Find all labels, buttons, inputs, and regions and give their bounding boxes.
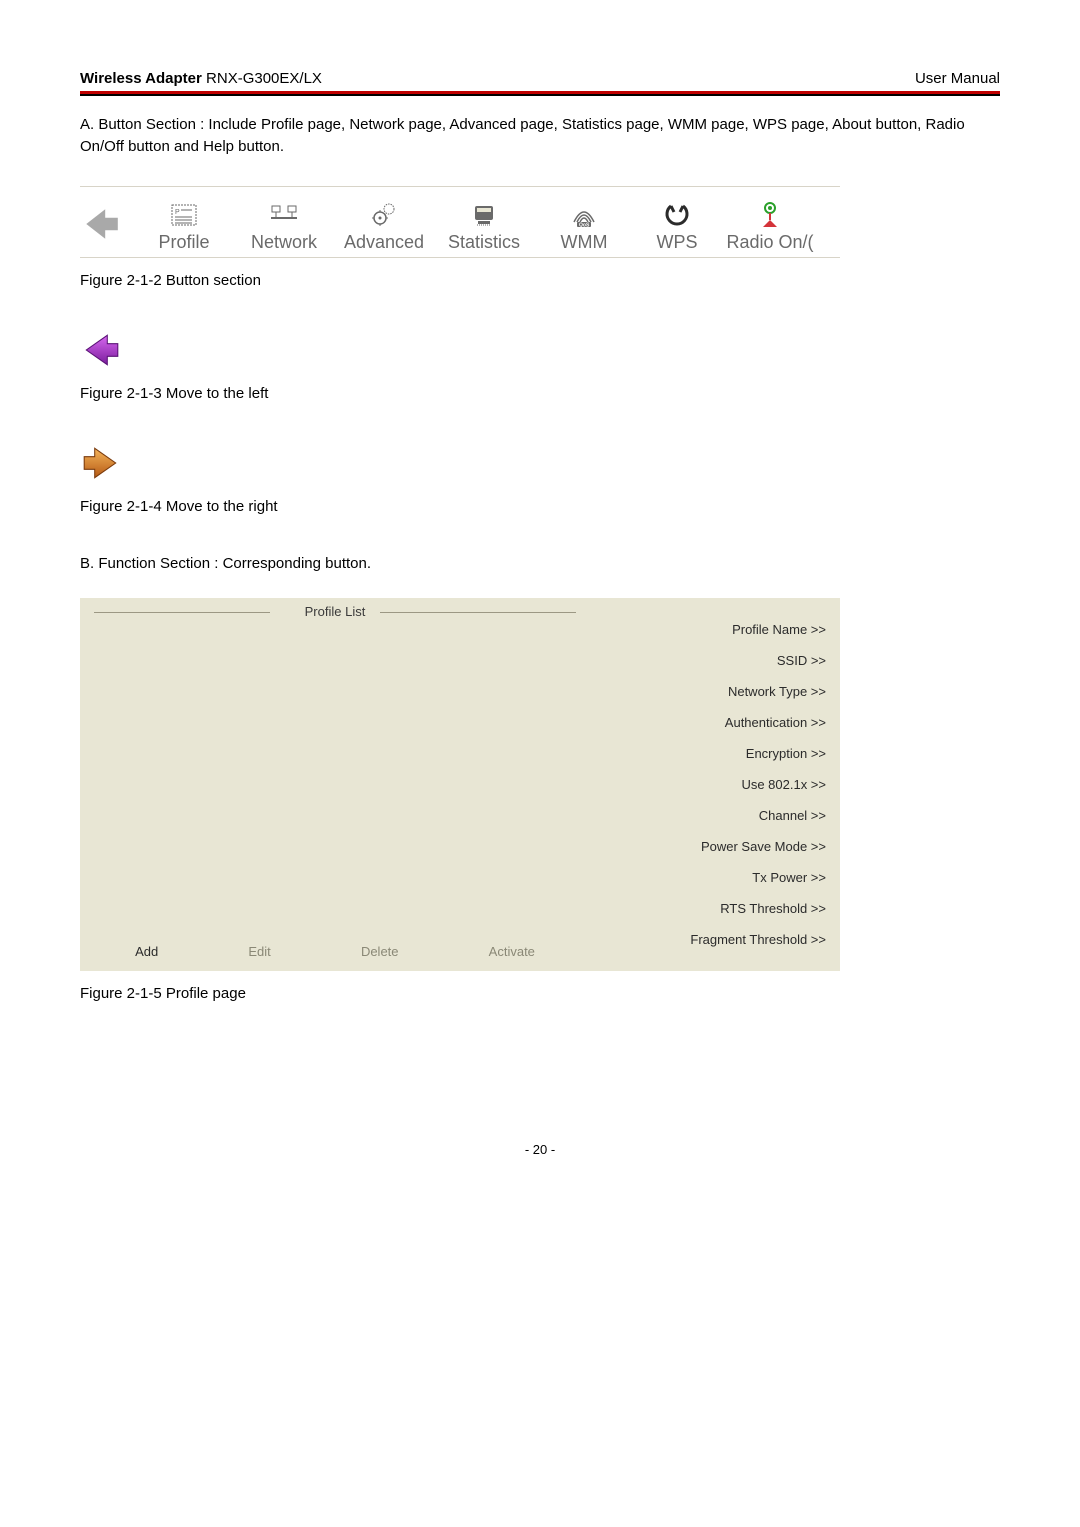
profile-buttons: Add Edit Delete Activate	[80, 934, 590, 971]
field-network-type: Network Type >>	[594, 684, 826, 699]
caption-fig5: Figure 2-1-5 Profile page	[80, 985, 1000, 1002]
field-power-save: Power Save Mode >>	[594, 839, 826, 854]
tab-profile[interactable]: P Profile	[134, 195, 234, 253]
tab-radio[interactable]: Radio On/(	[720, 195, 820, 253]
advanced-icon	[367, 200, 401, 230]
profile-list-header: Profile List	[80, 598, 590, 626]
header-model: RNX-G300EX/LX	[202, 70, 322, 87]
button-section-toolbar: P Profile Network	[80, 186, 840, 258]
caption-fig2: Figure 2-1-2 Button section	[80, 272, 1000, 289]
page-number: - 20 -	[80, 1142, 1000, 1157]
tab-wmm[interactable]: QoS WMM	[534, 195, 634, 253]
tab-statistics[interactable]: Statistics	[434, 195, 534, 253]
field-channel: Channel >>	[594, 808, 826, 823]
activate-button[interactable]: Activate	[481, 942, 543, 961]
tab-label: WMM	[561, 232, 608, 253]
profile-list-area: Profile List Add Edit Delete Activate	[80, 598, 590, 971]
page-header: Wireless Adapter RNX-G300EX/LX User Manu…	[80, 70, 1000, 91]
field-use-8021x: Use 802.1x >>	[594, 777, 826, 792]
field-fragment-threshold: Fragment Threshold >>	[594, 932, 826, 947]
profile-list[interactable]	[80, 626, 590, 934]
field-profile-name: Profile Name >>	[594, 622, 826, 637]
back-arrow-icon[interactable]	[80, 204, 122, 244]
field-ssid: SSID >>	[594, 653, 826, 668]
wmm-icon: QoS	[567, 200, 601, 230]
svg-text:P: P	[175, 209, 180, 216]
tab-wps[interactable]: WPS	[634, 195, 720, 253]
field-tx-power: Tx Power >>	[594, 870, 826, 885]
tab-advanced[interactable]: Advanced	[334, 195, 434, 253]
section-b-text: B. Function Section : Corresponding butt…	[80, 555, 1000, 572]
tab-label: Advanced	[344, 232, 424, 253]
statistics-icon	[467, 200, 501, 230]
network-icon	[267, 200, 301, 230]
tab-label: Profile	[158, 232, 209, 253]
field-rts-threshold: RTS Threshold >>	[594, 901, 826, 916]
tab-label: Network	[251, 232, 317, 253]
svg-text:QoS: QoS	[579, 222, 590, 228]
section-a-text: A. Button Section : Include Profile page…	[80, 114, 1000, 158]
header-product: Wireless Adapter	[80, 70, 202, 87]
field-encryption: Encryption >>	[594, 746, 826, 761]
tab-network[interactable]: Network	[234, 195, 334, 253]
caption-fig4: Figure 2-1-4 Move to the right	[80, 498, 1000, 515]
header-rule	[80, 91, 1000, 96]
tab-label: Statistics	[448, 232, 520, 253]
edit-button[interactable]: Edit	[240, 942, 278, 961]
profile-icon: P	[167, 200, 201, 230]
delete-button[interactable]: Delete	[353, 942, 407, 961]
profile-details: Profile Name >> SSID >> Network Type >> …	[590, 598, 840, 971]
add-button[interactable]: Add	[127, 942, 166, 961]
radio-icon	[753, 200, 787, 230]
caption-fig3: Figure 2-1-3 Move to the left	[80, 385, 1000, 402]
header-left: Wireless Adapter RNX-G300EX/LX	[80, 70, 322, 87]
header-right: User Manual	[915, 70, 1000, 87]
arrow-right-icon	[80, 442, 122, 484]
arrow-left-icon	[80, 329, 122, 371]
wps-icon	[660, 200, 694, 230]
field-authentication: Authentication >>	[594, 715, 826, 730]
profile-page-panel: Profile List Add Edit Delete Activate Pr…	[80, 598, 840, 971]
tab-label: Radio On/(	[726, 232, 813, 253]
tab-label: WPS	[656, 232, 697, 253]
